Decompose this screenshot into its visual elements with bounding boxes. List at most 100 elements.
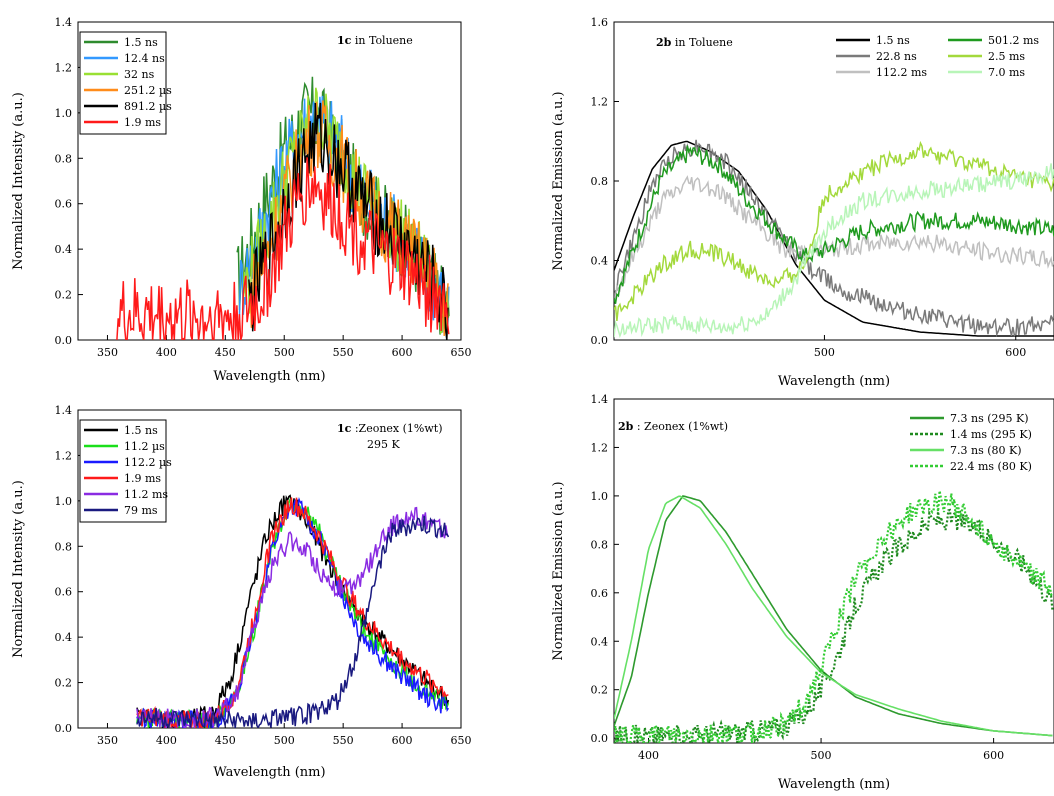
plot-frame	[77, 21, 462, 341]
legend-label: 12.4 ns	[124, 52, 165, 65]
legend-label: 501.2 ms	[988, 34, 1039, 47]
series-line-4	[614, 140, 1054, 321]
chart-2b-toluene: 0.0 0.4 0.8 1.2 1.6 500 600 Wavelength (nm) Norm…	[551, 16, 1054, 389]
y-tick-label: 0.4	[591, 635, 609, 648]
legend-label: 7.3 ns (80 K)	[950, 444, 1022, 457]
x-axis-label: Wavelength (nm)	[213, 765, 325, 780]
legend-label: 1.9 ms	[124, 472, 161, 485]
plot-area	[136, 494, 450, 728]
series-line-2	[614, 495, 1053, 737]
series-line-0	[614, 140, 1054, 337]
legend-label: 1.5 ns	[124, 424, 158, 437]
chart-annotation: 2b in Toluene	[656, 36, 733, 49]
y-tick-label: 1.4	[55, 404, 73, 417]
x-tick-label: 500	[814, 346, 835, 359]
x-tick-label: 600	[392, 734, 413, 747]
legend-label: 2.5 ms	[988, 50, 1025, 63]
y-axis-label: Normalized Intensity (a.u.)	[11, 480, 26, 658]
chart-annotation: 1c in Toluene	[337, 34, 413, 47]
chart-annotation: 2b : Zeonex (1%wt)	[618, 420, 728, 433]
x-tick-label: 400	[156, 346, 177, 359]
y-tick-label: 0.2	[55, 677, 73, 690]
x-tick-label: 600	[983, 749, 1004, 762]
legend-label: 251.2 µs	[124, 84, 172, 97]
plot-area	[614, 490, 1054, 743]
y-tick-label: 0.2	[55, 289, 73, 302]
plot-frame	[77, 409, 462, 729]
series-line-2	[614, 175, 1054, 301]
series-line-3	[136, 497, 449, 728]
x-tick-label: 600	[392, 346, 413, 359]
chart-1c-toluene: 0.0 0.2 0.4 0.6 0.8 1.0 1.2 1.4 350 400 450 500 550 6…	[11, 16, 472, 384]
x-tick-label: 650	[451, 734, 472, 747]
legend-label: 1.5 ns	[124, 36, 158, 49]
legend-box	[79, 419, 167, 523]
legend-label: 32 ns	[124, 68, 155, 81]
x-tick-label: 500	[274, 734, 295, 747]
series-line-5	[614, 163, 1054, 339]
x-tick-label: 600	[1005, 346, 1026, 359]
y-tick-label: 0.0	[591, 732, 609, 745]
series-line-3	[614, 490, 1053, 743]
plot-frame	[613, 398, 1054, 744]
x-tick-label: 350	[97, 734, 118, 747]
x-tick-label: 650	[451, 346, 472, 359]
x-tick-label: 450	[215, 346, 236, 359]
y-tick-label: 1.0	[591, 490, 609, 503]
x-axis-label: Wavelength (nm)	[213, 369, 325, 384]
y-tick-label: 0.8	[55, 540, 73, 553]
series-line-3	[614, 145, 1054, 304]
series-line-0	[614, 495, 1053, 737]
x-axis-label: Wavelength (nm)	[778, 374, 890, 389]
legend-label: 11.2 ms	[124, 488, 168, 501]
y-tick-label: 0.8	[591, 175, 609, 188]
x-tick-label: 350	[97, 346, 118, 359]
y-tick-label: 0.4	[55, 631, 73, 644]
series-line-4	[248, 102, 449, 340]
legend-label: 1.4 ms (295 K)	[950, 428, 1032, 441]
legend-label: 891.2 µs	[124, 100, 172, 113]
y-axis-label: Normalized Intensity (a.u.)	[11, 92, 26, 270]
x-tick-label: 450	[215, 734, 236, 747]
y-tick-label: 1.2	[591, 96, 609, 109]
legend-box	[79, 31, 167, 135]
y-tick-label: 1.4	[55, 16, 73, 29]
series-line-4	[136, 506, 449, 728]
y-tick-label: 0.4	[55, 243, 73, 256]
x-tick-label: 400	[156, 734, 177, 747]
y-tick-label: 0.0	[591, 334, 609, 347]
y-tick-label: 0.6	[55, 198, 73, 211]
y-tick-label: 1.6	[591, 16, 609, 29]
y-tick-label: 0.0	[55, 334, 73, 347]
x-tick-label: 500	[274, 346, 295, 359]
y-tick-label: 1.2	[591, 441, 609, 454]
legend-label: 11.2 µs	[124, 440, 165, 453]
chart-annotation: 295 K	[367, 438, 400, 451]
y-tick-label: 1.0	[55, 107, 73, 120]
legend-label: 112.2 ms	[876, 66, 927, 79]
legend-label: 112.2 µs	[124, 456, 172, 469]
x-axis-label: Wavelength (nm)	[778, 777, 890, 792]
plot-area	[116, 76, 450, 340]
legend-label: 22.4 ms (80 K)	[950, 460, 1032, 473]
legend-label: 79 ms	[124, 504, 158, 517]
x-tick-label: 550	[333, 346, 354, 359]
legend-label: 1.5 ns	[876, 34, 910, 47]
legend-label: 22.8 ns	[876, 50, 917, 63]
chart-annotation: 1c :Zeonex (1%wt)	[337, 422, 443, 435]
series-line-5	[116, 157, 450, 340]
y-tick-label: 1.2	[55, 449, 73, 462]
legend-label: 1.9 ms	[124, 116, 161, 129]
x-tick-label: 400	[638, 749, 659, 762]
chart-1c-zeonex: 0.0 0.2 0.4 0.6 0.8 1.0 1.2 1.4 350 400 450 500 550 6…	[11, 404, 472, 780]
y-tick-label: 0.6	[55, 586, 73, 599]
y-tick-label: 1.4	[591, 393, 609, 406]
plot-area	[614, 139, 1054, 339]
x-tick-label: 550	[333, 734, 354, 747]
y-tick-label: 0.6	[591, 587, 609, 600]
y-tick-label: 0.8	[591, 538, 609, 551]
y-tick-label: 0.4	[591, 255, 609, 268]
legend-label: 7.0 ms	[988, 66, 1025, 79]
x-tick-label: 500	[811, 749, 832, 762]
